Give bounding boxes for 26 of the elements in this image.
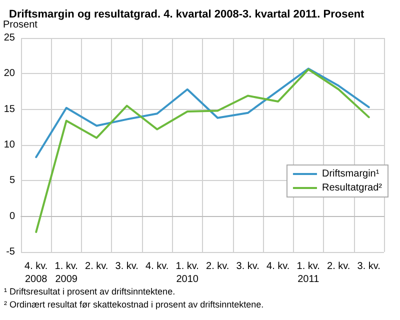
y-tick-label: 15 xyxy=(4,104,16,115)
legend-label: Resultatgrad² xyxy=(322,182,383,194)
x-tick-label: 2. kv. xyxy=(206,261,230,272)
x-tick-label: 1. kv. 2011 xyxy=(296,261,320,285)
y-tick-label: 5 xyxy=(9,175,16,186)
text: ² Ordinært resultat før skattekostnad i prosent av driftsinntektene. xyxy=(4,300,264,310)
x-tick-label: 4. kv. xyxy=(146,261,169,272)
line-series xyxy=(35,68,370,158)
x-tick-label: 2. kv. xyxy=(327,261,350,272)
x-tick-label: 3. kv. xyxy=(236,261,260,272)
x-tick-label: 1. kv. 2010 xyxy=(176,261,199,285)
x-tick-label: 3. kv. xyxy=(115,261,138,272)
y-tick-label: -5 xyxy=(6,246,16,258)
y-tick-label: 25 xyxy=(4,32,16,44)
y-tick-label: 20 xyxy=(4,68,16,80)
x-tick-label: 4. kv. xyxy=(266,261,290,272)
x-tick-label: 4. kv. 2008 xyxy=(24,261,48,285)
x-tick-label: 2. kv. xyxy=(85,261,108,272)
text: ¹ Driftsresultat i prosent av driftsinntektene. xyxy=(4,286,176,296)
y-tick-label: 0 xyxy=(9,210,16,222)
y-axis-title: Prosent xyxy=(3,20,38,30)
x-tick-label: 1. kv. 2009 xyxy=(54,261,78,285)
legend-label: Driftsmargin¹ xyxy=(322,168,380,180)
chart-title: Driftsmargin og resultatgrad. 4. kvartal 2008-3. kvartal 2011. Prosent xyxy=(9,8,365,20)
x-tick-label: 3. kv. xyxy=(357,261,380,272)
y-tick-label: 10 xyxy=(4,140,16,150)
